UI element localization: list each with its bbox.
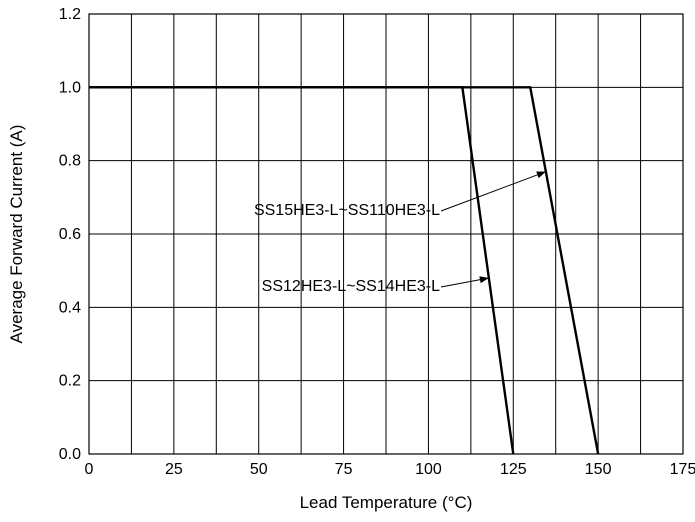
x-axis-title: Lead Temperature (°C)	[300, 493, 473, 512]
x-tick-label: 75	[335, 461, 353, 478]
y-tick-label: 1.2	[59, 6, 81, 23]
x-tick-label: 25	[165, 461, 183, 478]
y-tick-label: 0.6	[59, 226, 81, 243]
y-tick-labels: 0.0 0.2 0.4 0.6 0.8 1.0 1.2	[59, 6, 81, 463]
x-tick-label: 150	[585, 461, 612, 478]
annotation-arrowhead	[536, 171, 546, 179]
y-tick-label: 1.0	[59, 79, 81, 96]
x-tick-label: 175	[670, 461, 695, 478]
y-tick-label: 0.0	[59, 446, 81, 463]
x-tick-label: 100	[415, 461, 442, 478]
annotation-label: SS12HE3-L~SS14HE3-L	[262, 278, 440, 295]
x-tick-label: 0	[85, 461, 94, 478]
grid	[89, 14, 683, 454]
x-tick-label: 125	[500, 461, 527, 478]
annotation-group: SS15HE3-L~SS110HE3-L SS12HE3-L~SS14HE3-L	[254, 171, 547, 295]
plot-frame	[88, 13, 684, 455]
y-axis-title: Average Forward Current (A)	[7, 125, 26, 344]
x-tick-label: 50	[250, 461, 268, 478]
y-tick-label: 0.4	[59, 299, 81, 316]
x-tick-labels: 0 25 50 75 100 125 150 175	[85, 461, 695, 478]
series-line-2	[89, 86, 600, 455]
y-tick-label: 0.2	[59, 373, 81, 390]
annotation-arrowhead	[479, 276, 489, 284]
series-group	[89, 86, 600, 455]
annotation-leader	[440, 171, 547, 212]
plot-border	[88, 13, 684, 455]
y-tick-label: 0.8	[59, 153, 81, 170]
annotation-label: SS15HE3-L~SS110HE3-L	[254, 202, 440, 219]
